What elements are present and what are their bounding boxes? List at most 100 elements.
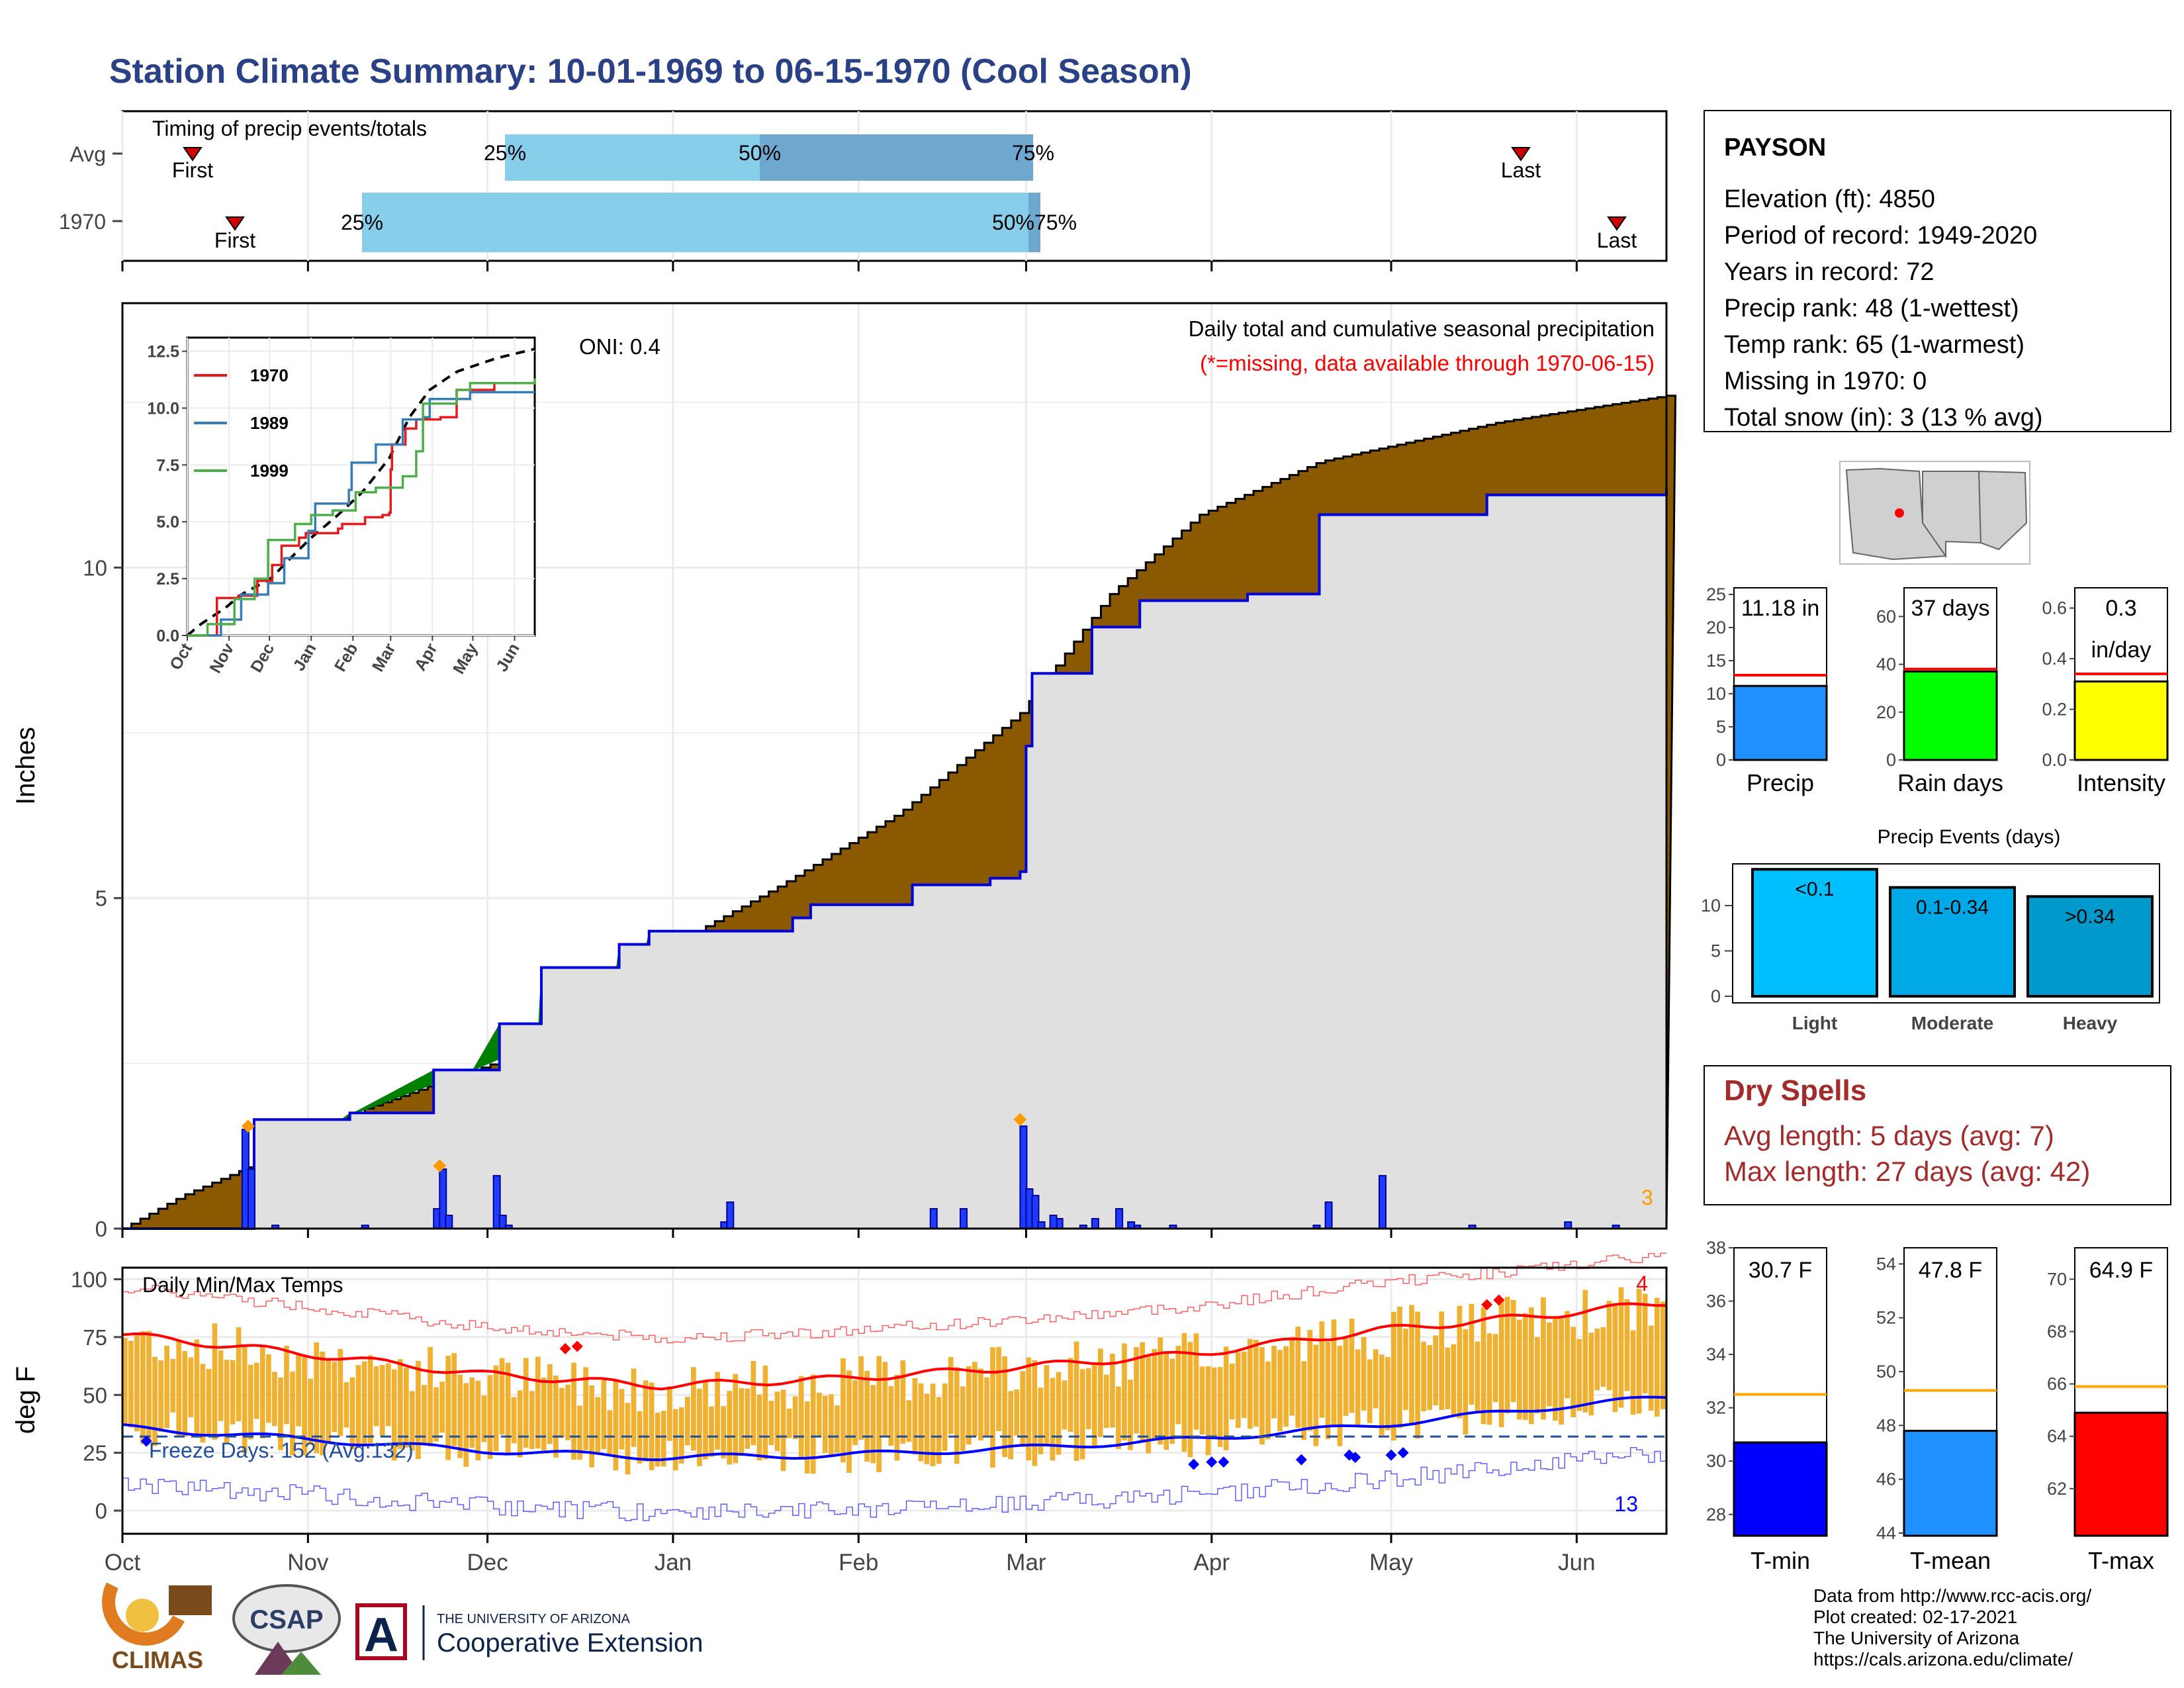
precip-legend-title: Daily total and cumulative seasonal prec… <box>1189 316 1655 341</box>
csap-text: CSAP <box>250 1605 323 1634</box>
tempbar-tick: 54 <box>1876 1254 1896 1274</box>
events-bar-value: 0.1-0.34 <box>1916 897 1989 919</box>
temp-bar <box>332 1362 338 1432</box>
temp-bar <box>1248 1338 1253 1429</box>
climas-text: CLIMAS <box>112 1646 203 1673</box>
temp-bar <box>1103 1374 1109 1429</box>
temp-bar <box>1451 1344 1457 1415</box>
precip-ytick: 10 <box>83 555 107 580</box>
temp-bar <box>230 1360 236 1425</box>
credit-line: The University of Arizona <box>1813 1628 2020 1648</box>
minibar-label: Rain days <box>1897 769 2003 796</box>
temp-bar <box>595 1397 601 1454</box>
credit-line: Plot created: 02-17-2021 <box>1813 1607 2017 1627</box>
precip-ylabel: Inches <box>11 727 40 805</box>
tempbar-tick: 34 <box>1706 1344 1726 1364</box>
temp-bar <box>1175 1346 1181 1425</box>
y1970-first-marker <box>225 216 245 231</box>
events-bar-value: >0.34 <box>2065 906 2115 927</box>
temp-bar <box>122 1337 128 1425</box>
temp-bar <box>715 1372 720 1450</box>
temp-bar <box>1427 1345 1432 1411</box>
temp-bar <box>1079 1369 1085 1460</box>
timing-panel: Timing of precip events/totals Avg 1970 … <box>59 110 1668 271</box>
temp-bar <box>954 1367 960 1464</box>
temp-bar <box>1319 1321 1325 1418</box>
extreme-temp-marker <box>1397 1447 1409 1459</box>
minibar-value: 0.3 <box>2105 596 2136 621</box>
csap-logo: CSAP <box>232 1584 341 1675</box>
temp-bar <box>1158 1337 1163 1445</box>
temp-bar <box>1361 1336 1367 1411</box>
minibar-tick: 40 <box>1876 655 1896 675</box>
inset-ytick: 12.5 <box>147 343 179 361</box>
temp-bar <box>1367 1359 1373 1423</box>
temp-bar <box>355 1365 361 1447</box>
avg-max-line <box>122 1302 1667 1391</box>
temp-bar <box>631 1368 637 1447</box>
minibar-tick: 0.0 <box>2042 750 2067 770</box>
temp-bar <box>1553 1317 1558 1421</box>
temp-bar <box>1469 1303 1475 1405</box>
temp-bar <box>134 1334 140 1432</box>
temp-bar <box>703 1380 708 1460</box>
minibar-value: 11.18 in <box>1741 596 1819 621</box>
daily-precip-bar <box>929 1208 938 1229</box>
extreme-temp-marker <box>1493 1294 1505 1306</box>
temp-bar <box>1600 1327 1606 1387</box>
month-tick: Oct <box>105 1550 141 1575</box>
temp-bar <box>972 1362 978 1436</box>
temp-bar <box>1475 1341 1480 1412</box>
temp-bar <box>852 1380 858 1445</box>
temp-bar <box>1391 1311 1396 1441</box>
temp-bar <box>1140 1342 1145 1442</box>
temp-bar <box>619 1389 625 1450</box>
minibar-label: Intensity <box>2077 769 2165 796</box>
minibar-tick: 60 <box>1876 606 1896 626</box>
events-bar-label: Moderate <box>1911 1013 1993 1033</box>
temp-bar <box>493 1365 499 1452</box>
temp-bar <box>1337 1346 1343 1446</box>
temp-bar <box>1624 1299 1630 1391</box>
temp-bar <box>996 1346 1001 1432</box>
temp-bar <box>1565 1311 1570 1399</box>
tempbar-tick: 44 <box>1876 1523 1896 1543</box>
temp-bar <box>433 1387 439 1442</box>
tempbar-tick: 32 <box>1706 1398 1726 1418</box>
events-bar-Moderate <box>1889 886 2016 998</box>
avg-bar-25-50 <box>505 134 760 181</box>
events-bar-label: Heavy <box>2063 1013 2118 1033</box>
temp-bar <box>864 1370 870 1462</box>
temp-bar <box>876 1356 882 1472</box>
temp-bar <box>1085 1368 1091 1430</box>
temp-bar <box>475 1380 481 1461</box>
temp-bar <box>206 1369 212 1436</box>
temp-bar <box>463 1383 469 1467</box>
month-tick: Jan <box>655 1550 692 1575</box>
temp-bar <box>948 1356 954 1434</box>
temp-bar <box>320 1351 326 1456</box>
temp-bar <box>774 1391 780 1452</box>
temp-bar <box>1492 1334 1498 1402</box>
temp-bar <box>936 1397 942 1464</box>
temp-bar <box>1660 1301 1666 1409</box>
y1970-last-marker <box>1607 216 1627 231</box>
temp-bar <box>829 1394 834 1456</box>
temp-bar <box>565 1384 570 1440</box>
temp-bar <box>170 1359 176 1413</box>
avg-min-line <box>122 1395 1667 1462</box>
temp-bar <box>751 1361 756 1446</box>
climas-logo: CLIMAS <box>102 1582 212 1673</box>
temp-bar <box>1056 1372 1062 1455</box>
temp-bar <box>1510 1299 1516 1403</box>
temp-bar <box>1541 1297 1546 1420</box>
temp-bar <box>721 1406 726 1459</box>
temp-bar <box>960 1386 966 1452</box>
temp-bar <box>1229 1363 1235 1420</box>
timing-label: Timing of precip events/totals <box>152 117 427 140</box>
snow-marker <box>1013 1113 1027 1127</box>
temp-bar <box>302 1356 307 1456</box>
daily-precip-bar <box>445 1215 453 1229</box>
y1970-last-label: Last <box>1597 228 1637 252</box>
tempbar-value: 30.7 F <box>1749 1258 1812 1283</box>
